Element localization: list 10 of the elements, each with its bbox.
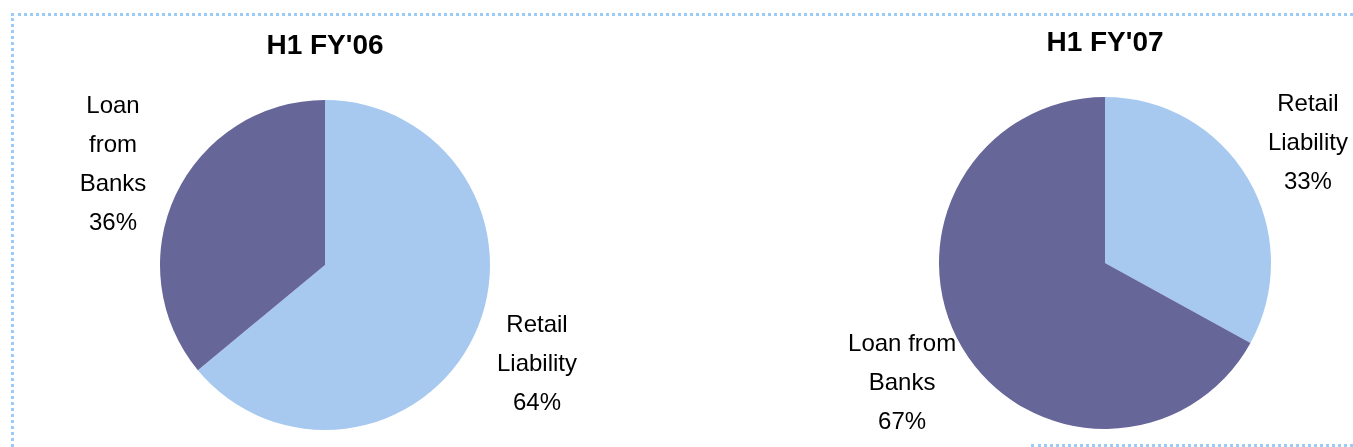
data-label: 36% [88, 208, 138, 236]
data-label: 64% [512, 388, 562, 416]
chart-title: H1 FY'06 [266, 28, 384, 60]
data-label: 67% [878, 406, 927, 434]
chart-title: H1 FY'07 [1046, 25, 1164, 57]
slice-label: Loan from Banks [79, 91, 147, 197]
data-label: 33% [1283, 166, 1332, 194]
slice-label: Retail Liability [496, 310, 578, 377]
slice-label: Retail Liability [1267, 88, 1348, 155]
slice-label: Loan from Banks [848, 328, 957, 395]
